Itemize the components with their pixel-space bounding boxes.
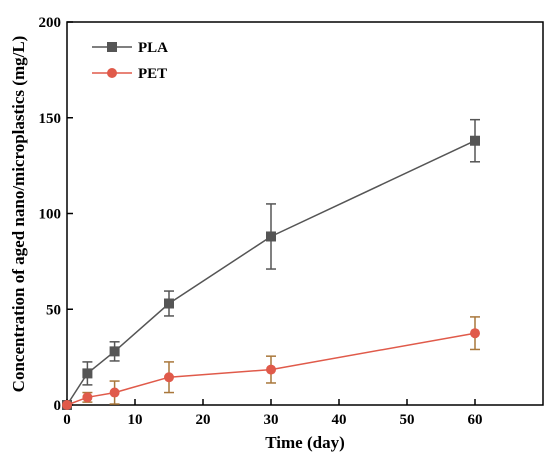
pla-point-1: [82, 368, 93, 379]
series-layer: [62, 118, 480, 410]
x-tick-label-2: 20: [196, 412, 211, 428]
y-tick-label-2: 100: [39, 207, 62, 223]
legend-label-pet: PET: [138, 66, 167, 82]
pla-point-4: [266, 231, 276, 242]
x-tick-label-4: 40: [332, 412, 347, 428]
x-tick-label-3: 30: [264, 412, 279, 428]
y-tick-label-1: 50: [46, 302, 61, 318]
legend-marker-pla: [107, 42, 117, 52]
x-tick-label-1: 10: [128, 412, 143, 428]
pet-point-3: [164, 372, 174, 383]
pla-point-3: [164, 298, 174, 309]
y-tick-label-4: 200: [39, 15, 62, 31]
y-axis-label: Concentration of aged nano/microplastics…: [9, 36, 28, 393]
series-pla: [62, 118, 480, 410]
x-tick-label-6: 60: [468, 412, 483, 428]
legend-marker-pet: [107, 68, 117, 78]
x-axis-label: Time (day): [265, 433, 345, 452]
legend-label-pla: PLA: [138, 40, 168, 56]
pla-point-5: [470, 135, 480, 146]
y-tick-label-3: 150: [39, 111, 62, 127]
pet-point-4: [266, 364, 276, 375]
pla-line: [66, 140, 476, 406]
pet-point-5: [470, 328, 480, 339]
x-tick-label-5: 50: [400, 412, 415, 428]
pet-point-1: [82, 392, 93, 403]
series-pet: [62, 316, 480, 410]
pet-point-0: [62, 400, 72, 410]
pet-point-2: [109, 387, 120, 398]
axis-ticks: 0 10 20 30 40 50 60 0 50 100 150 200: [39, 15, 483, 428]
x-tick-label-0: 0: [63, 412, 71, 428]
y-tick-label-0: 0: [54, 398, 62, 414]
pla-point-2: [109, 346, 120, 357]
legend: PLA PET: [92, 40, 168, 82]
